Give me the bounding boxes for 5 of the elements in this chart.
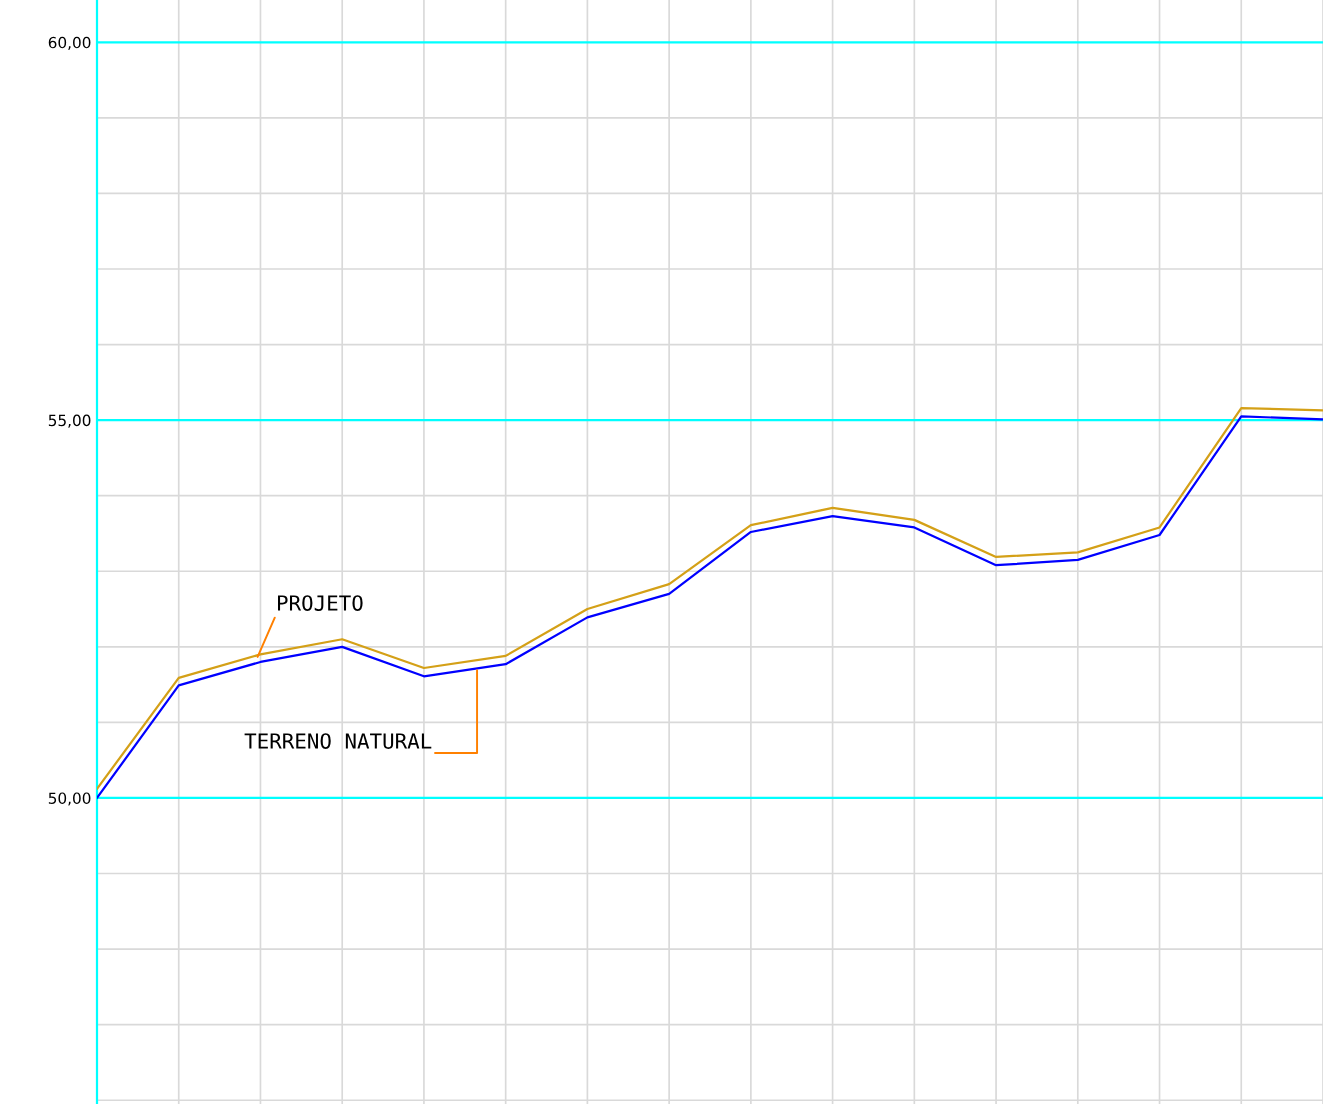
annotation: TERRENO NATURAL: [244, 733, 432, 749]
y-tick-label: 50,00: [48, 792, 91, 806]
y-tick-label: 55,00: [48, 414, 91, 428]
annotation: PROJETO: [278, 595, 363, 611]
y-tick-label: 60,00: [48, 36, 91, 50]
